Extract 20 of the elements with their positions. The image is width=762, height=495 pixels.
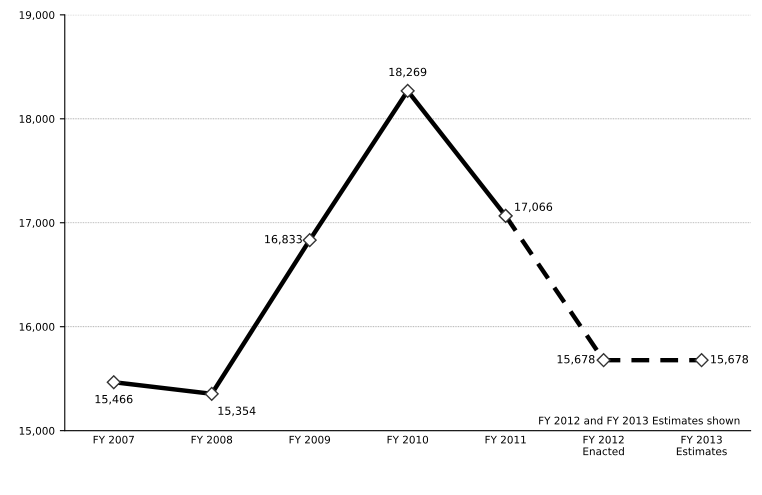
y-tick-label: 19,000 [20,11,54,20]
x-tick-label: FY 2011 [486,436,526,444]
annotation: FY 2012 and FY 2013 Estimates shown [539,416,740,424]
data-label: 16,833 [265,234,302,244]
data-label: 15,678 [711,354,748,365]
x-tick-label: FY 2012 Enacted [583,436,624,456]
x-tick-label: FY 2009 [290,436,330,444]
x-tick-label: FY 2010 [388,436,428,444]
x-tick-label: FY 2008 [192,436,232,444]
data-label: 15,354 [218,406,256,416]
y-tick-label: 15,000 [20,426,54,436]
y-tick-label: 16,000 [20,322,54,332]
x-tick-label: FY 2007 [94,436,134,444]
data-label: 15,466 [96,394,132,404]
data-label: 15,678 [558,354,595,365]
y-tick-label: 18,000 [20,115,54,124]
data-label: 17,066 [515,202,552,212]
x-tick-label: FY 2013 Estimates [676,436,727,456]
data-label: 18,269 [389,68,426,78]
y-tick-label: 17,000 [20,218,54,228]
